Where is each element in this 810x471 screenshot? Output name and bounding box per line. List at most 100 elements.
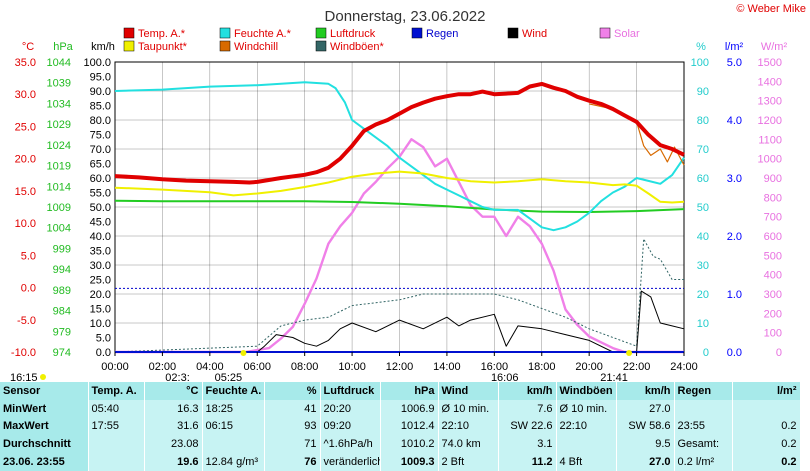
row-label: MinWert bbox=[0, 399, 89, 418]
left-axes: 35.0 30.0 25.0 20.0 15.0 10.0 5.0 0.0 -5.0 -10.0 1… bbox=[11, 57, 116, 359]
sunrise-label: 05:25 bbox=[215, 372, 243, 382]
series-line-taupunkt- bbox=[114, 170, 685, 204]
copyright-label: © Weber Mike bbox=[736, 3, 806, 15]
solar-tick-label: 1200 bbox=[758, 115, 782, 127]
pressure-tick-label: 1014 bbox=[47, 181, 71, 193]
humidity-tick-label: 80 bbox=[697, 115, 709, 127]
legend-label: Windchill bbox=[234, 41, 278, 53]
hum-value: 93 bbox=[264, 417, 321, 436]
wind-tick-label: 35.0 bbox=[90, 246, 111, 258]
temp-tick-label: 20.0 bbox=[15, 154, 36, 166]
temp-value: 16.3 bbox=[144, 399, 203, 418]
legend-swatch bbox=[507, 27, 519, 39]
humidity-tick-label: 70 bbox=[697, 144, 709, 156]
wind-bft: 2 Bft bbox=[438, 453, 499, 471]
solar-tick-label: 1400 bbox=[758, 76, 782, 88]
legend-swatch bbox=[315, 27, 327, 39]
legend-swatch bbox=[123, 27, 135, 39]
humidity-tick-label: 100 bbox=[691, 57, 709, 69]
hum-time: 06:15 bbox=[202, 417, 265, 436]
series-line-solar bbox=[115, 138, 684, 354]
header-rain: Regen bbox=[674, 382, 733, 400]
wind-tick-label: 30.0 bbox=[90, 260, 111, 272]
wind-tick-label: 70.0 bbox=[90, 144, 111, 156]
hum-value: 41 bbox=[264, 399, 321, 418]
legend-label: Wind bbox=[522, 28, 547, 40]
pressure-tick-label: 1044 bbox=[47, 57, 71, 69]
temp-time: 05:40 bbox=[88, 399, 145, 418]
wind-tick-label: 50.0 bbox=[90, 202, 111, 214]
pressure-tick-label: 984 bbox=[53, 306, 71, 318]
header-temp-unit: °C bbox=[144, 382, 203, 400]
gust-value: 27.0 bbox=[616, 453, 675, 471]
legend-swatch bbox=[219, 27, 231, 39]
legend-label: Temp. A.* bbox=[138, 28, 186, 40]
x-tick-label: 06:00 bbox=[243, 361, 271, 373]
pressure-tick-label: 1024 bbox=[47, 140, 71, 152]
pressure-tick-label: 1009 bbox=[47, 202, 71, 214]
wind-tick-label: 40.0 bbox=[90, 231, 111, 243]
pressure-tick-label: 989 bbox=[53, 285, 71, 297]
row-label: 23.06. 23:55 bbox=[0, 453, 89, 471]
wind-tick-label: 5.0 bbox=[96, 333, 111, 345]
wind-tick-label: 0.0 bbox=[96, 347, 111, 359]
wind-tick-label: 95.0 bbox=[90, 72, 111, 84]
x-tick-label: 12:00 bbox=[386, 361, 414, 373]
humidity-tick-label: 50 bbox=[697, 202, 709, 214]
pressure-tick-label: 1004 bbox=[47, 223, 71, 235]
press-value: 1006.9 bbox=[380, 399, 439, 418]
wind-tick-label: 90.0 bbox=[90, 86, 111, 98]
solar-tick-label: 1300 bbox=[758, 96, 782, 108]
hum-time: 18:25 bbox=[202, 399, 265, 418]
header-gust: Windböen bbox=[556, 382, 617, 400]
weather-chart: Donnerstag, 23.06.2022 Temp. A.* Feuchte … bbox=[10, 8, 788, 382]
solar-tick-label: 400 bbox=[764, 270, 782, 282]
right-axes: 10090807060504030201005.04.03.02.01.00.0… bbox=[683, 57, 782, 359]
press-trend: ^1.6hPa/h bbox=[320, 435, 381, 454]
x-tick-label: 14:00 bbox=[433, 361, 461, 373]
gust-value: SW 58.6 bbox=[616, 417, 675, 436]
row-label: MaxWert bbox=[0, 417, 89, 436]
temp-time: 17:55 bbox=[88, 417, 145, 436]
table-row-current: 23.06. 23:55 19.6 12.84 g/m³ 76 veränder… bbox=[0, 453, 801, 471]
legend-label: Solar bbox=[614, 28, 640, 40]
temp-tick-label: 30.0 bbox=[15, 89, 36, 101]
rain-tick-label: 4.0 bbox=[727, 115, 742, 127]
humidity-tick-label: 20 bbox=[697, 289, 709, 301]
rain-info: 0.2 l/m² bbox=[674, 453, 733, 471]
temp-tick-label: 35.0 bbox=[15, 57, 36, 69]
press-time: 20:20 bbox=[320, 399, 381, 418]
hum-time bbox=[202, 435, 265, 454]
temp-tick-label: 0.0 bbox=[21, 283, 36, 295]
humidity-axis-title: % bbox=[696, 41, 706, 53]
gust-info bbox=[556, 435, 617, 454]
temp-time bbox=[88, 453, 145, 471]
x-tick-label: 18:00 bbox=[528, 361, 556, 373]
rain-tick-label: 5.0 bbox=[727, 57, 742, 69]
wind-tick-label: 25.0 bbox=[90, 275, 111, 287]
pressure-tick-label: 1039 bbox=[47, 78, 71, 90]
legend-label: Windböen* bbox=[330, 41, 385, 53]
legend-swatch bbox=[599, 27, 611, 39]
solar-tick-label: 200 bbox=[764, 308, 782, 320]
legend-label: Feuchte A.* bbox=[234, 28, 292, 40]
pressure-tick-label: 994 bbox=[53, 264, 71, 276]
x-tick-label: 10:00 bbox=[338, 361, 366, 373]
wind-tick-label: 15.0 bbox=[90, 304, 111, 316]
pressure-tick-label: 979 bbox=[53, 326, 71, 338]
wind-tick-label: 20.0 bbox=[90, 289, 111, 301]
rain-tick-label: 2.0 bbox=[727, 231, 742, 243]
humidity-tick-label: 0 bbox=[703, 347, 709, 359]
sunset-marker bbox=[626, 350, 633, 356]
series-line-temp-a- bbox=[114, 81, 685, 185]
sunrise-marker bbox=[240, 350, 247, 356]
press-value: 1010.2 bbox=[380, 435, 439, 454]
rain-tick-label: 3.0 bbox=[727, 173, 742, 185]
header-wind-unit: km/h bbox=[498, 382, 557, 400]
legend-label: Taupunkt* bbox=[138, 41, 188, 53]
rain-tick-label: 0.0 bbox=[727, 347, 742, 359]
axis-titles: °C hPa km/h% l/m² W/m² bbox=[22, 41, 788, 53]
legend-swatch bbox=[315, 40, 327, 52]
pressure-tick-label: 974 bbox=[53, 347, 71, 359]
pressure-tick-label: 1034 bbox=[47, 98, 71, 110]
